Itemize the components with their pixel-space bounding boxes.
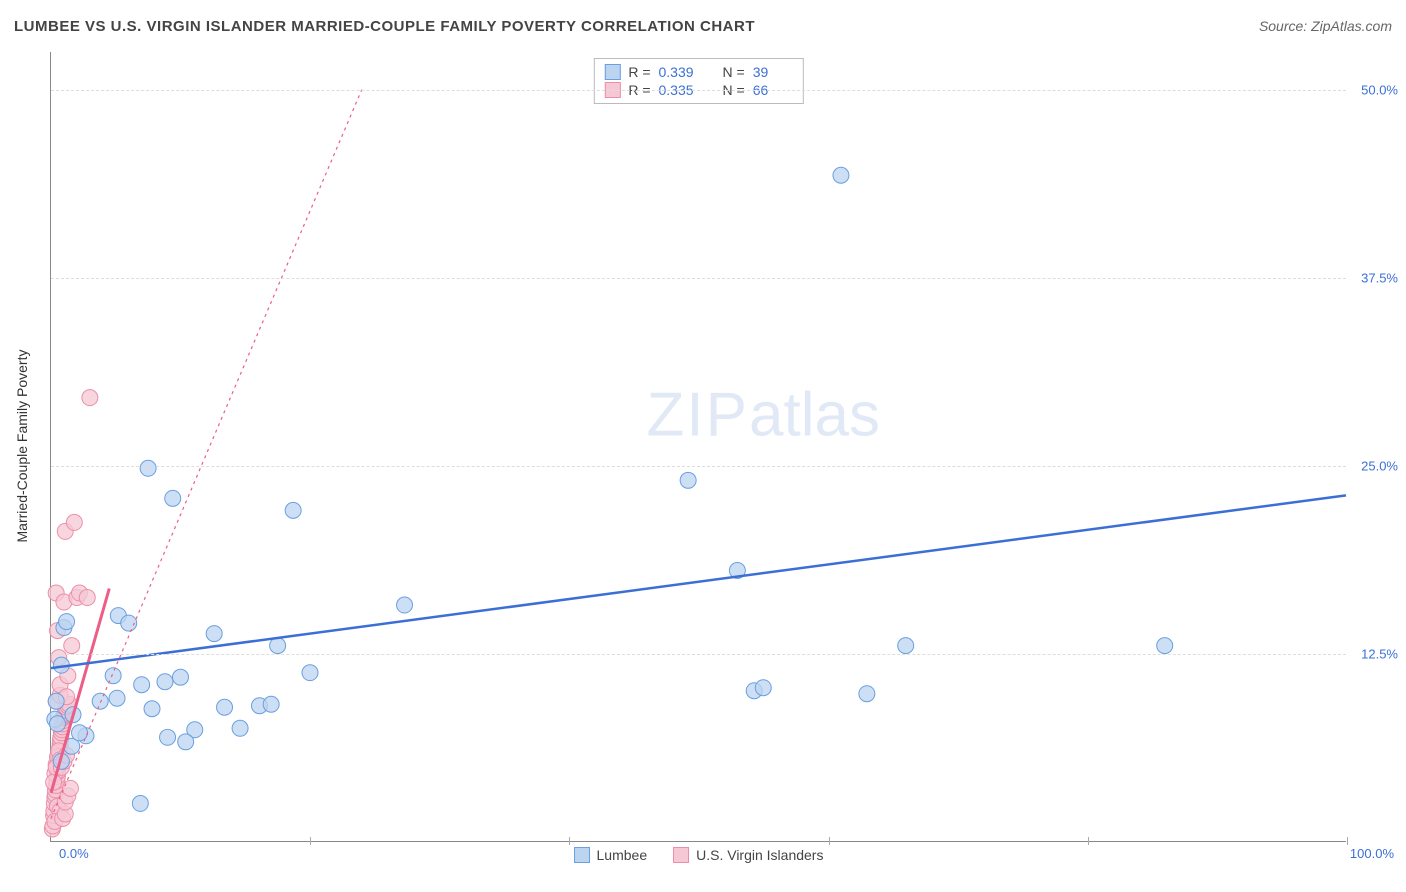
chart-header: LUMBEE VS U.S. VIRGIN ISLANDER MARRIED-C… bbox=[14, 18, 1392, 35]
plot-area: ZIPatlas R = 0.339 N = 39 R = 0.335 N = … bbox=[50, 52, 1346, 842]
data-point-lumbee bbox=[105, 668, 121, 684]
trend-line bbox=[51, 495, 1346, 668]
x-axis-min-label: 0.0% bbox=[59, 846, 89, 861]
data-point-lumbee bbox=[134, 677, 150, 693]
data-point-lumbee bbox=[92, 693, 108, 709]
x-tick bbox=[1088, 837, 1089, 845]
data-point-lumbee bbox=[173, 669, 189, 685]
legend-item: U.S. Virgin Islanders bbox=[673, 847, 823, 863]
legend-row: R = 0.339 N = 39 bbox=[604, 63, 792, 81]
data-point-lumbee bbox=[157, 674, 173, 690]
data-point-usvi bbox=[82, 390, 98, 406]
data-point-usvi bbox=[66, 514, 82, 530]
data-point-lumbee bbox=[1157, 638, 1173, 654]
legend-swatch bbox=[673, 847, 689, 863]
gridline-horizontal bbox=[51, 654, 1346, 655]
x-tick bbox=[829, 837, 830, 845]
y-tick-label: 12.5% bbox=[1361, 646, 1398, 661]
source-attribution: Source: ZipAtlas.com bbox=[1259, 18, 1392, 34]
gridline-horizontal bbox=[51, 466, 1346, 467]
data-point-usvi bbox=[79, 590, 95, 606]
data-point-lumbee bbox=[263, 696, 279, 712]
chart-title: LUMBEE VS U.S. VIRGIN ISLANDER MARRIED-C… bbox=[14, 18, 755, 35]
data-point-lumbee bbox=[397, 597, 413, 613]
y-tick-label: 50.0% bbox=[1361, 82, 1398, 97]
data-point-lumbee bbox=[833, 167, 849, 183]
data-point-lumbee bbox=[109, 690, 125, 706]
data-point-lumbee bbox=[49, 716, 65, 732]
data-point-lumbee bbox=[755, 680, 771, 696]
y-tick-label: 25.0% bbox=[1361, 458, 1398, 473]
data-point-lumbee bbox=[165, 490, 181, 506]
legend-swatch bbox=[574, 847, 590, 863]
data-point-lumbee bbox=[232, 720, 248, 736]
data-point-lumbee bbox=[217, 699, 233, 715]
data-point-lumbee bbox=[206, 626, 222, 642]
data-point-lumbee bbox=[59, 614, 75, 630]
x-tick bbox=[569, 837, 570, 845]
data-point-lumbee bbox=[680, 472, 696, 488]
data-point-lumbee bbox=[48, 693, 64, 709]
scatter-plot-svg bbox=[51, 52, 1346, 841]
data-point-lumbee bbox=[144, 701, 160, 717]
data-point-usvi bbox=[62, 780, 78, 796]
data-point-lumbee bbox=[302, 665, 318, 681]
data-point-lumbee bbox=[178, 734, 194, 750]
legend-item: Lumbee bbox=[574, 847, 648, 863]
x-tick bbox=[310, 837, 311, 845]
stat-r-label: R = bbox=[628, 64, 650, 80]
legend-label: Lumbee bbox=[597, 847, 648, 863]
data-point-lumbee bbox=[160, 729, 176, 745]
x-tick bbox=[1347, 837, 1348, 845]
correlation-legend: R = 0.339 N = 39 R = 0.335 N = 66 bbox=[593, 58, 803, 104]
y-axis-title: Married-Couple Family Poverty bbox=[14, 350, 30, 543]
stat-n-value: 39 bbox=[753, 64, 793, 80]
gridline-horizontal bbox=[51, 278, 1346, 279]
y-tick-label: 37.5% bbox=[1361, 270, 1398, 285]
x-axis-max-label: 100.0% bbox=[1350, 846, 1394, 861]
data-point-lumbee bbox=[898, 638, 914, 654]
data-point-lumbee bbox=[71, 725, 87, 741]
data-point-lumbee bbox=[859, 686, 875, 702]
data-point-lumbee bbox=[270, 638, 286, 654]
gridline-horizontal bbox=[51, 90, 1346, 91]
legend-swatch bbox=[604, 64, 620, 80]
data-point-lumbee bbox=[285, 502, 301, 518]
data-point-lumbee bbox=[140, 460, 156, 476]
legend-label: U.S. Virgin Islanders bbox=[696, 847, 823, 863]
stat-r-value: 0.339 bbox=[659, 64, 699, 80]
stat-n-label: N = bbox=[723, 64, 745, 80]
data-point-usvi bbox=[64, 638, 80, 654]
data-point-lumbee bbox=[132, 795, 148, 811]
series-legend: Lumbee U.S. Virgin Islanders bbox=[574, 847, 824, 863]
